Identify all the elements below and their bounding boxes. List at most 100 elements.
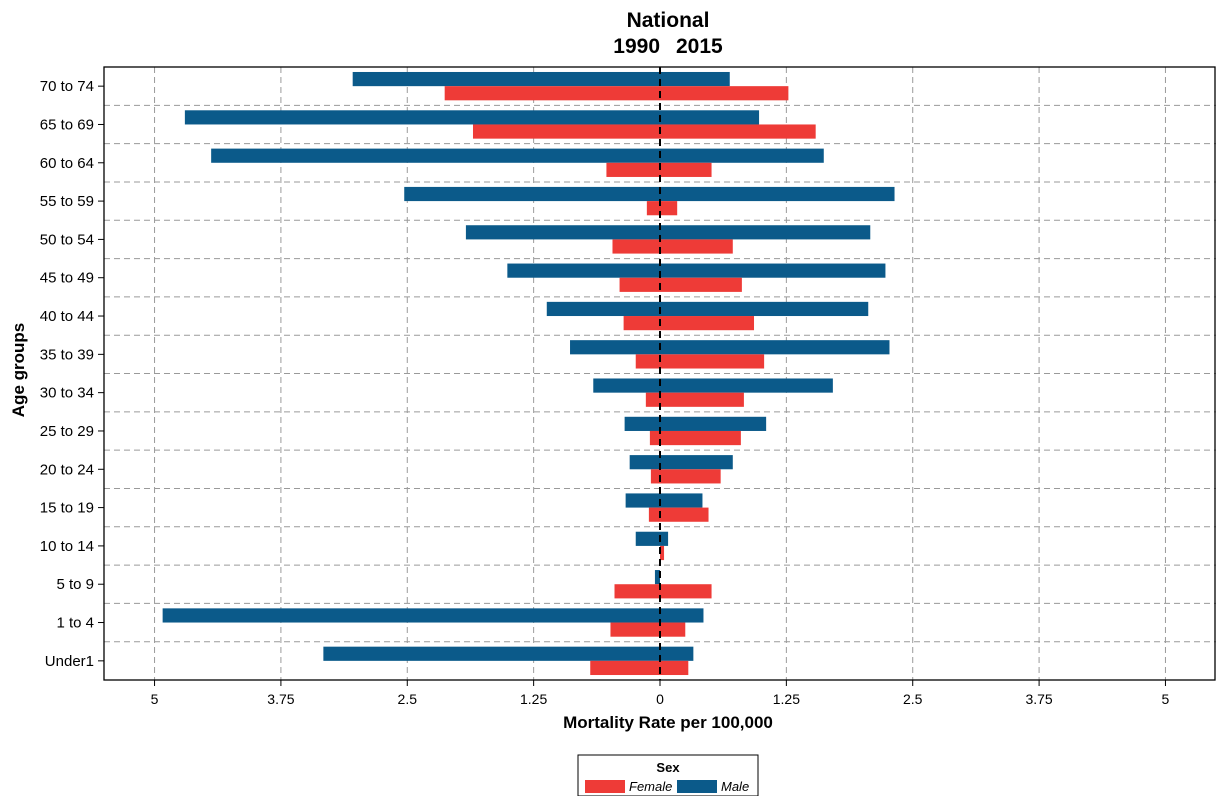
bar-male-1990 [465,225,660,240]
bar-male-1990 [629,455,660,470]
y-tick-label: 5 to 9 [56,576,94,593]
bar-male-2015 [660,416,767,431]
bar-male-2015 [660,186,895,202]
y-tick-label: 15 to 19 [40,500,94,517]
y-tick-label: 70 to 74 [40,78,94,95]
bar-male-2015 [660,110,760,125]
y-tick-label: 1 to 4 [56,615,94,632]
bar-female-1990 [619,277,660,292]
bar-female-2015 [660,507,709,522]
bar-male-1990 [404,186,660,202]
bar-female-2015 [660,201,678,216]
bar-male-2015 [660,493,703,508]
bar-male-2015 [660,455,733,470]
bar-female-2015 [660,469,721,484]
y-tick-labels: 70 to 74 65 to 69 60 to 64 55 to 59 50 to 54… [40,78,104,670]
bar-male-2015 [660,340,890,355]
bar-male-2015 [660,263,886,278]
left-period-label: 1990 [613,35,660,58]
x-tick-label: 2.5 [903,691,923,707]
x-tick-label: 5 [1162,691,1170,707]
x-tick-label: 0 [656,691,664,707]
bar-female-1990 [646,201,660,216]
y-tick-label: 35 to 39 [40,346,94,363]
bar-female-2015 [660,86,789,101]
bar-female-2015 [660,545,665,561]
bar-female-1990 [614,584,660,599]
legend-label-female: Female [629,779,672,794]
bar-female-1990 [610,622,660,637]
legend-title: Sex [656,760,680,775]
x-tick-label: 1.25 [773,691,800,707]
y-tick-label: 25 to 29 [40,423,94,440]
bar-male-2015 [660,71,730,87]
x-tick-labels: 5 3.75 2.5 1.25 0 1.25 2.5 3.75 5 [151,680,1170,707]
bar-female-2015 [660,162,712,177]
bar-female-1990 [635,354,660,369]
bar-male-1990 [184,110,660,125]
bar-female-1990 [472,124,660,139]
y-axis-label: Age groups [9,323,28,417]
x-tick-label: 5 [151,691,159,707]
bar-female-1990 [444,86,660,101]
bar-male-1990 [162,608,660,623]
bar-male-1990 [593,378,660,393]
bar-female-2015 [660,660,689,676]
bar-female-1990 [612,239,660,254]
y-tick-label: 65 to 69 [40,116,94,133]
y-tick-label: 10 to 14 [40,538,94,555]
bar-male-1990 [570,340,660,355]
bar-male-2015 [660,531,669,546]
y-tick-label: 50 to 54 [40,231,94,248]
bar-female-2015 [660,584,712,599]
bar-male-1990 [635,531,660,546]
bar-female-1990 [623,316,660,331]
y-tick-label: 60 to 64 [40,155,94,172]
bar-male-1990 [625,493,660,508]
bar-female-1990 [649,430,660,446]
bar-female-1990 [648,507,660,522]
bar-male-1990 [352,71,660,87]
bar-male-1990 [211,148,660,163]
bar-male-2015 [660,608,704,623]
y-tick-label: 20 to 24 [40,461,94,478]
bar-female-1990 [590,660,660,676]
y-tick-label: Under1 [45,653,94,670]
bar-male-1990 [546,301,660,317]
bar-female-2015 [660,354,765,369]
bar-male-2015 [660,646,694,661]
bar-female-2015 [660,430,741,446]
bar-male-1990 [624,416,660,431]
x-tick-label: 3.75 [267,691,294,707]
x-axis-label: Mortality Rate per 100,000 [563,713,773,732]
legend: Sex Female Male [577,754,759,796]
legend-swatch-female [585,780,625,793]
bar-female-2015 [660,316,755,331]
bar-male-2015 [660,225,871,240]
x-tick-label: 2.5 [398,691,418,707]
bar-female-2015 [660,392,744,407]
bar-male-1990 [323,646,660,661]
bar-female-2015 [660,124,816,139]
y-tick-label: 40 to 44 [40,308,94,325]
y-tick-label: 55 to 59 [40,193,94,210]
bar-female-1990 [606,162,660,177]
bar-female-1990 [650,469,660,484]
bar-female-2015 [660,239,733,254]
right-period-label: 2015 [676,35,723,58]
x-tick-label: 3.75 [1025,691,1052,707]
chart-title: National [627,9,710,32]
bar-male-2015 [660,378,833,393]
y-tick-label: 45 to 49 [40,270,94,287]
bar-female-2015 [660,277,742,292]
legend-swatch-male [677,780,717,793]
y-tick-label: 30 to 34 [40,385,94,402]
bar-female-1990 [645,392,660,407]
bar-female-2015 [660,622,686,637]
bar-layer [162,71,895,676]
bar-male-2015 [660,301,869,317]
x-tick-label: 1.25 [520,691,547,707]
bar-male-2015 [660,148,824,163]
bar-male-1990 [654,570,660,585]
